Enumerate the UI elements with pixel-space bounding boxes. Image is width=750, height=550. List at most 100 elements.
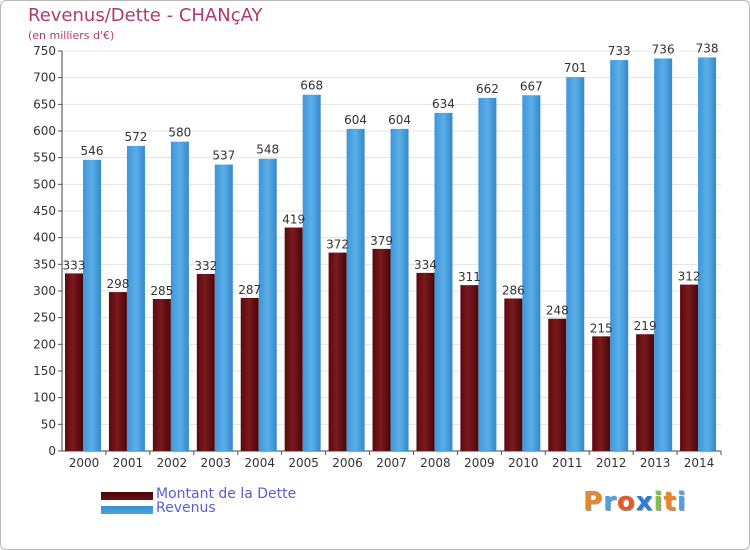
data-label-revenue-2009: 662	[476, 82, 499, 96]
y-tick-label: 350	[33, 257, 56, 271]
x-tick-label-2001: 2001	[113, 456, 144, 470]
data-label-debt-2000: 333	[63, 258, 86, 272]
x-tick-label-2003: 2003	[200, 456, 231, 470]
x-tick-label-2011: 2011	[552, 456, 583, 470]
data-label-revenue-2005: 668	[300, 79, 323, 93]
data-label-revenue-2013: 736	[652, 42, 675, 56]
x-tick-label-2004: 2004	[244, 456, 275, 470]
y-tick-label: 100	[33, 391, 56, 405]
x-tick-label-2008: 2008	[420, 456, 451, 470]
y-tick-label: 400	[33, 231, 56, 245]
legend-swatch-revenue	[101, 506, 153, 514]
y-tick-label: 600	[33, 124, 56, 138]
data-label-revenue-2010: 667	[520, 79, 543, 93]
x-tick-label-2012: 2012	[596, 456, 627, 470]
bar-revenue-2006	[346, 128, 365, 451]
data-label-revenue-2001: 572	[124, 130, 147, 144]
data-label-revenue-2006: 604	[344, 113, 367, 127]
bar-revenue-2012	[610, 60, 629, 452]
y-tick-label: 450	[33, 204, 56, 218]
data-label-revenue-2007: 604	[388, 113, 411, 127]
data-label-debt-2013: 219	[634, 319, 657, 333]
bar-revenue-2014	[698, 57, 717, 452]
bar-revenue-2001	[126, 145, 145, 451]
chart-subtitle: (en milliers d'€)	[28, 29, 115, 42]
bar-revenue-2005	[302, 94, 321, 451]
data-label-debt-2007: 379	[370, 234, 393, 248]
legend-swatch-debt	[101, 492, 153, 500]
x-tick-label-2005: 2005	[288, 456, 319, 470]
bar-debt-2001	[108, 292, 127, 451]
data-label-debt-2008: 334	[414, 258, 437, 272]
bar-revenue-2008	[434, 112, 453, 451]
x-tick-label-2002: 2002	[157, 456, 188, 470]
y-tick-label: 150	[33, 364, 56, 378]
data-label-debt-2005: 419	[282, 213, 305, 227]
legend-label-debt: Montant de la Dette	[156, 486, 297, 502]
bar-debt-2009	[460, 285, 479, 451]
bar-debt-2010	[504, 298, 523, 451]
x-tick-label-2013: 2013	[640, 456, 671, 470]
x-tick-label-2006: 2006	[332, 456, 363, 470]
y-tick-label: 200	[33, 337, 56, 351]
x-tick-label-2010: 2010	[508, 456, 539, 470]
data-label-revenue-2008: 634	[432, 97, 455, 111]
data-label-revenue-2011: 701	[564, 61, 587, 75]
bar-revenue-2004	[258, 158, 277, 451]
bar-debt-2003	[196, 273, 215, 451]
data-label-debt-2009: 311	[458, 270, 481, 284]
x-tick-label-2007: 2007	[376, 456, 407, 470]
bar-debt-2007	[372, 248, 391, 451]
data-label-debt-2003: 332	[194, 259, 217, 273]
x-tick-label-2009: 2009	[464, 456, 495, 470]
data-label-debt-2002: 285	[150, 284, 173, 298]
y-tick-label: 750	[33, 44, 56, 58]
bar-revenue-2002	[170, 141, 189, 451]
bar-revenue-2011	[566, 77, 585, 451]
bar-debt-2004	[240, 297, 259, 451]
y-tick-label: 700	[33, 71, 56, 85]
data-label-debt-2014: 312	[678, 270, 701, 284]
y-tick-label: 250	[33, 311, 56, 325]
data-label-debt-2001: 298	[106, 277, 129, 291]
y-tick-label: 550	[33, 151, 56, 165]
bar-revenue-2009	[478, 97, 497, 451]
bar-debt-2000	[65, 273, 83, 451]
data-label-revenue-2012: 733	[608, 44, 631, 58]
y-tick-label: 50	[41, 417, 56, 431]
bar-revenue-2003	[214, 164, 233, 451]
data-label-revenue-2004: 548	[256, 143, 279, 157]
bar-revenue-2000	[83, 159, 101, 452]
data-label-debt-2012: 215	[590, 321, 613, 335]
data-label-revenue-2002: 580	[168, 126, 191, 140]
bar-revenue-2013	[654, 58, 673, 451]
y-tick-label: 300	[33, 284, 56, 298]
bar-debt-2011	[548, 318, 567, 451]
bar-debt-2006	[328, 252, 347, 451]
y-tick-label: 650	[33, 97, 56, 111]
data-label-debt-2004: 287	[238, 283, 261, 297]
bar-debt-2014	[680, 284, 699, 451]
data-label-debt-2010: 286	[502, 283, 525, 297]
legend-label-revenue: Revenus	[156, 500, 216, 516]
bar-revenue-2007	[390, 128, 409, 451]
bar-debt-2002	[152, 299, 171, 451]
bar-revenue-2010	[522, 95, 541, 452]
bar-debt-2005	[284, 227, 303, 451]
data-label-revenue-2003: 537	[212, 149, 235, 163]
bar-debt-2008	[416, 272, 435, 451]
data-label-debt-2011: 248	[546, 304, 569, 318]
proxiti-logo: Proxiti	[583, 487, 687, 517]
data-label-revenue-2014: 738	[696, 41, 719, 55]
y-tick-label: 0	[48, 444, 56, 458]
data-label-revenue-2000: 546	[81, 144, 104, 158]
data-label-debt-2006: 372	[326, 238, 349, 252]
bar-debt-2012	[592, 336, 611, 451]
chart-title: Revenus/Dette - CHANçAY	[28, 5, 263, 26]
x-tick-label-2000: 2000	[69, 456, 100, 470]
bar-debt-2013	[636, 334, 655, 451]
x-tick-label-2014: 2014	[684, 456, 715, 470]
y-tick-label: 500	[33, 177, 56, 191]
